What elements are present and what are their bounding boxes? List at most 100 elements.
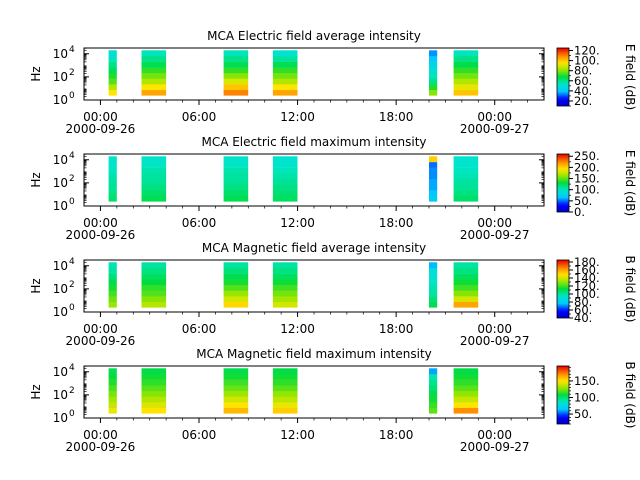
data-segment	[108, 156, 117, 202]
heatmap-cell	[108, 178, 117, 185]
heatmap-cell	[141, 161, 167, 168]
y-tick-label: 10	[53, 70, 68, 84]
colorbar-tick-label: 50.	[574, 407, 592, 421]
heatmap-cell	[223, 89, 249, 96]
x-tick-label: 18:00	[379, 428, 414, 442]
heatmap-cell	[453, 396, 479, 403]
heatmap-cell	[272, 368, 298, 375]
data-segment	[141, 50, 167, 96]
y-tick-label: 10	[53, 365, 68, 379]
data-segment	[429, 156, 438, 202]
heatmap-cell	[453, 167, 479, 174]
y-axis-label: Hz	[29, 66, 43, 81]
colorbar-tick-label: 100.	[574, 183, 600, 197]
x-tick-label: 18:00	[379, 110, 414, 124]
heatmap-cell	[272, 67, 298, 74]
colorbar-tick-label: 40.	[574, 311, 592, 325]
heatmap-cell	[272, 279, 298, 286]
x-tick-label: 00:00	[477, 110, 512, 124]
heatmap-cell	[272, 385, 298, 392]
colorbar	[556, 153, 570, 213]
heatmap-cell	[272, 50, 298, 57]
heatmap-cell	[272, 161, 298, 168]
heatmap-cell	[429, 379, 438, 386]
heatmap-cell	[453, 195, 479, 202]
heatmap-cell	[108, 167, 117, 174]
heatmap-cell	[108, 273, 117, 280]
data-segment	[453, 156, 479, 202]
colorbar-tick-label: 80.	[574, 295, 592, 309]
heatmap-cell	[272, 84, 298, 90]
y-tick-label: 10	[53, 176, 68, 190]
data-segment	[108, 50, 117, 96]
heatmap-cell	[429, 72, 438, 79]
heatmap-cell	[141, 301, 167, 308]
heatmap-cell	[453, 301, 479, 308]
heatmap-cell	[141, 173, 167, 180]
heatmap-cell	[272, 89, 298, 96]
data-segment	[141, 262, 167, 308]
heatmap-cell	[141, 390, 167, 397]
heatmap-cell	[272, 156, 298, 163]
data-segment	[141, 368, 167, 414]
heatmap-cell	[429, 301, 438, 308]
heatmap-cell	[429, 262, 438, 269]
y-tick-label: 10	[53, 305, 68, 319]
heatmap-cell	[108, 156, 117, 163]
heatmap-cell	[141, 379, 167, 386]
colorbar-tick-label: 100.	[574, 54, 600, 68]
heatmap-cell	[272, 407, 298, 414]
heatmap-cell	[429, 89, 438, 96]
heatmap-cell	[223, 385, 249, 392]
data-segment	[223, 156, 249, 202]
heatmap-cell	[141, 89, 167, 96]
heatmap-cell	[429, 390, 438, 397]
heatmap-cell	[223, 178, 249, 185]
data-segment	[429, 368, 438, 414]
y-tick-label: 10	[53, 411, 68, 425]
data-segment	[141, 156, 167, 202]
heatmap-cell	[223, 84, 249, 90]
x-tick-label: 06:00	[182, 428, 217, 442]
heatmap-cell	[108, 184, 117, 191]
y-tick-exponent: 0	[69, 409, 75, 419]
heatmap-cell	[272, 373, 298, 380]
heatmap-cell	[272, 167, 298, 174]
data-segment	[223, 368, 249, 414]
heatmap-cell	[141, 290, 167, 297]
heatmap-cell	[453, 379, 479, 386]
x-tick-label: 06:00	[182, 110, 217, 124]
heatmap-cell	[272, 402, 298, 408]
colorbar-tick-label: 40.	[574, 84, 592, 98]
heatmap-cell	[272, 72, 298, 79]
heatmap-cell	[108, 78, 117, 85]
heatmap-cell	[453, 61, 479, 68]
heatmap-cell	[223, 284, 249, 291]
y-tick-label: 10	[53, 282, 68, 296]
heatmap-cell	[141, 184, 167, 191]
heatmap-cell	[429, 284, 438, 291]
heatmap-cell	[429, 161, 438, 168]
heatmap-cell	[108, 368, 117, 375]
y-tick-exponent: 4	[69, 363, 75, 373]
colorbar-tick-label: 100.	[574, 287, 600, 301]
y-tick-exponent: 0	[69, 303, 75, 313]
colorbar-label: E field (dB)	[623, 150, 637, 216]
heatmap-cell	[108, 89, 117, 96]
heatmap-cell	[453, 273, 479, 280]
heatmap-cell	[141, 402, 167, 408]
heatmap-cell	[272, 296, 298, 302]
heatmap-cell	[223, 396, 249, 403]
heatmap-cell	[108, 402, 117, 408]
x-date-label: 2000-09-26	[66, 228, 136, 242]
y-axis-label: Hz	[29, 172, 43, 187]
colorbar-label: B field (dB)	[623, 362, 637, 429]
x-tick-label: 18:00	[379, 322, 414, 336]
heatmap-cell	[223, 61, 249, 68]
heatmap-cell	[453, 390, 479, 397]
heatmap-cell	[429, 184, 438, 191]
heatmap-cell	[141, 61, 167, 68]
heatmap-cell	[429, 67, 438, 74]
